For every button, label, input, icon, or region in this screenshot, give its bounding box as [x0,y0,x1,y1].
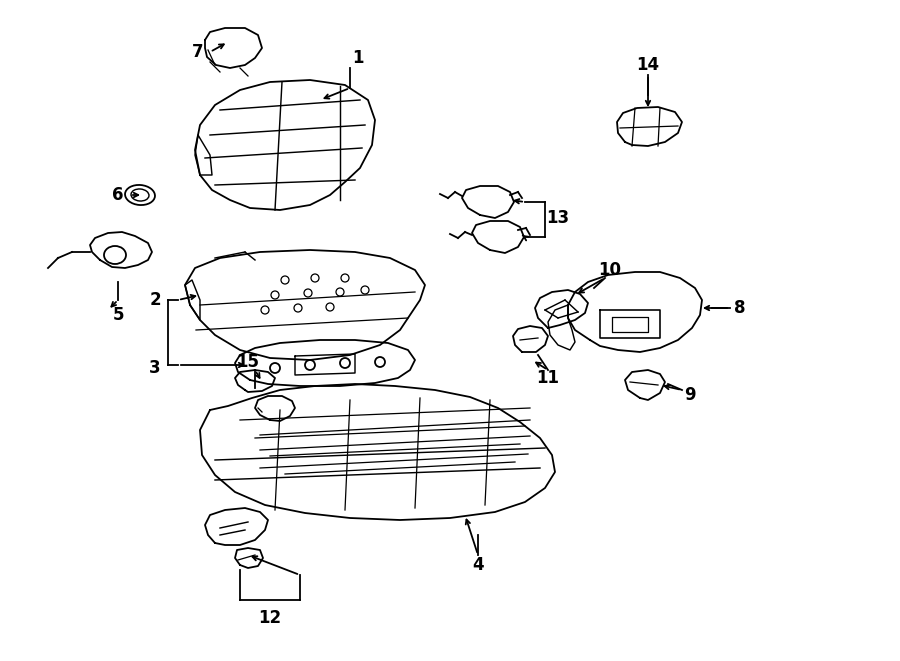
Text: 13: 13 [546,209,570,227]
Text: 8: 8 [734,299,746,317]
Text: 10: 10 [598,261,622,279]
Text: 11: 11 [536,369,560,387]
Text: 3: 3 [149,359,161,377]
Text: 14: 14 [636,56,660,74]
Text: 6: 6 [112,186,124,204]
Text: 12: 12 [258,609,282,627]
Text: 2: 2 [149,291,161,309]
Text: 9: 9 [684,386,696,404]
Text: 1: 1 [352,49,364,67]
Text: 4: 4 [472,556,484,574]
Text: 15: 15 [237,353,259,371]
Text: 7: 7 [193,43,203,61]
Text: 5: 5 [112,306,124,324]
